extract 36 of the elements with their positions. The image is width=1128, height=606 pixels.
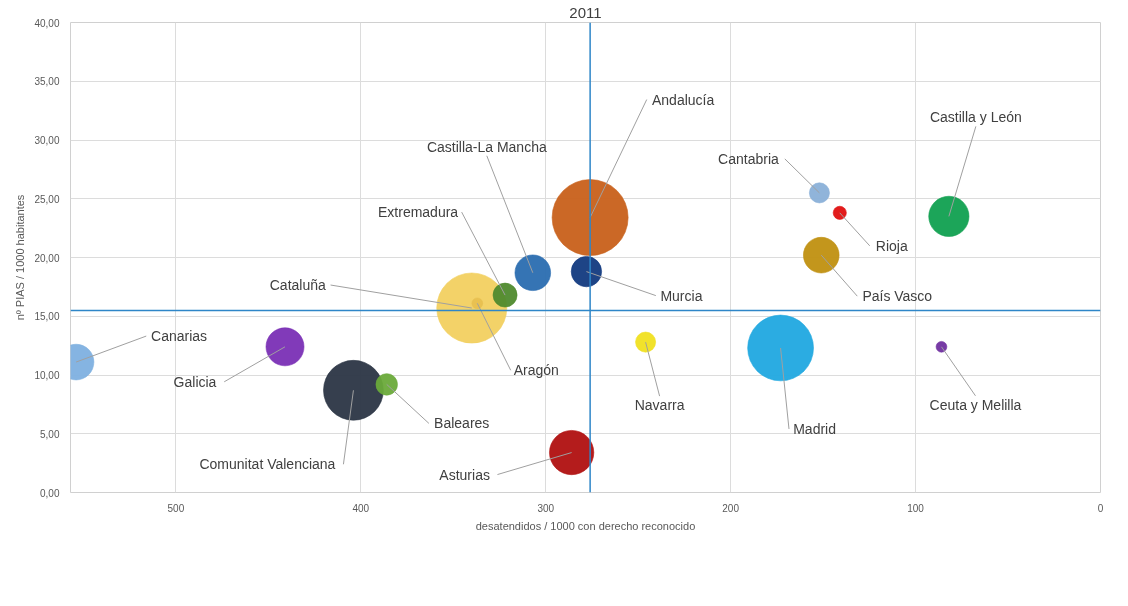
y-tick-label: 20,00 — [34, 252, 60, 264]
text: Rioja — [875, 237, 908, 254]
text: Canarias — [151, 328, 208, 345]
x-tick-label: 0 — [1097, 502, 1104, 514]
x-tick-label: 100 — [907, 502, 925, 514]
x-tick-label: 400 — [352, 502, 370, 514]
chart-title: 2011 — [569, 3, 602, 21]
text: Andalucía — [651, 91, 715, 108]
y-tick-label: 10,00 — [34, 370, 60, 381]
text: Galicia — [173, 373, 217, 390]
x-tick-label: 300 — [537, 502, 555, 514]
text: Baleares — [434, 415, 490, 432]
text: Castilla-La Mancha — [426, 138, 547, 155]
y-tick-label: 15,00 — [34, 311, 60, 323]
y-tick-label: 40,00 — [34, 17, 60, 29]
text: Comunitat Valenciana — [199, 456, 336, 473]
y-tick-label: 30,00 — [34, 135, 60, 146]
text: Madrid — [793, 420, 836, 437]
x-tick-label: 200 — [722, 502, 740, 514]
text: Aragón — [513, 362, 559, 379]
text: Castilla y León — [929, 109, 1022, 126]
x-axis-title: desatendidos / 1000 con derecho reconocido — [475, 519, 696, 532]
y-tick-label: 25,00 — [34, 193, 60, 205]
y-tick-label: 5,00 — [40, 428, 60, 440]
y-tick-label: 35,00 — [34, 76, 60, 88]
text: Extremadura — [377, 204, 459, 221]
text: Cantabria — [718, 150, 779, 167]
x-tick-label: 500 — [167, 502, 185, 514]
y-tick-label: 0,00 — [40, 487, 60, 499]
text: Ceuta y Melilla — [929, 396, 1022, 413]
text: Murcia — [660, 287, 703, 304]
text: Cataluña — [269, 277, 327, 294]
text: País Vasco — [862, 288, 933, 305]
text: Asturias — [439, 466, 490, 483]
text: Navarra — [634, 397, 685, 414]
y-axis-title: nº PIAS / 1000 habitantes — [14, 194, 27, 321]
